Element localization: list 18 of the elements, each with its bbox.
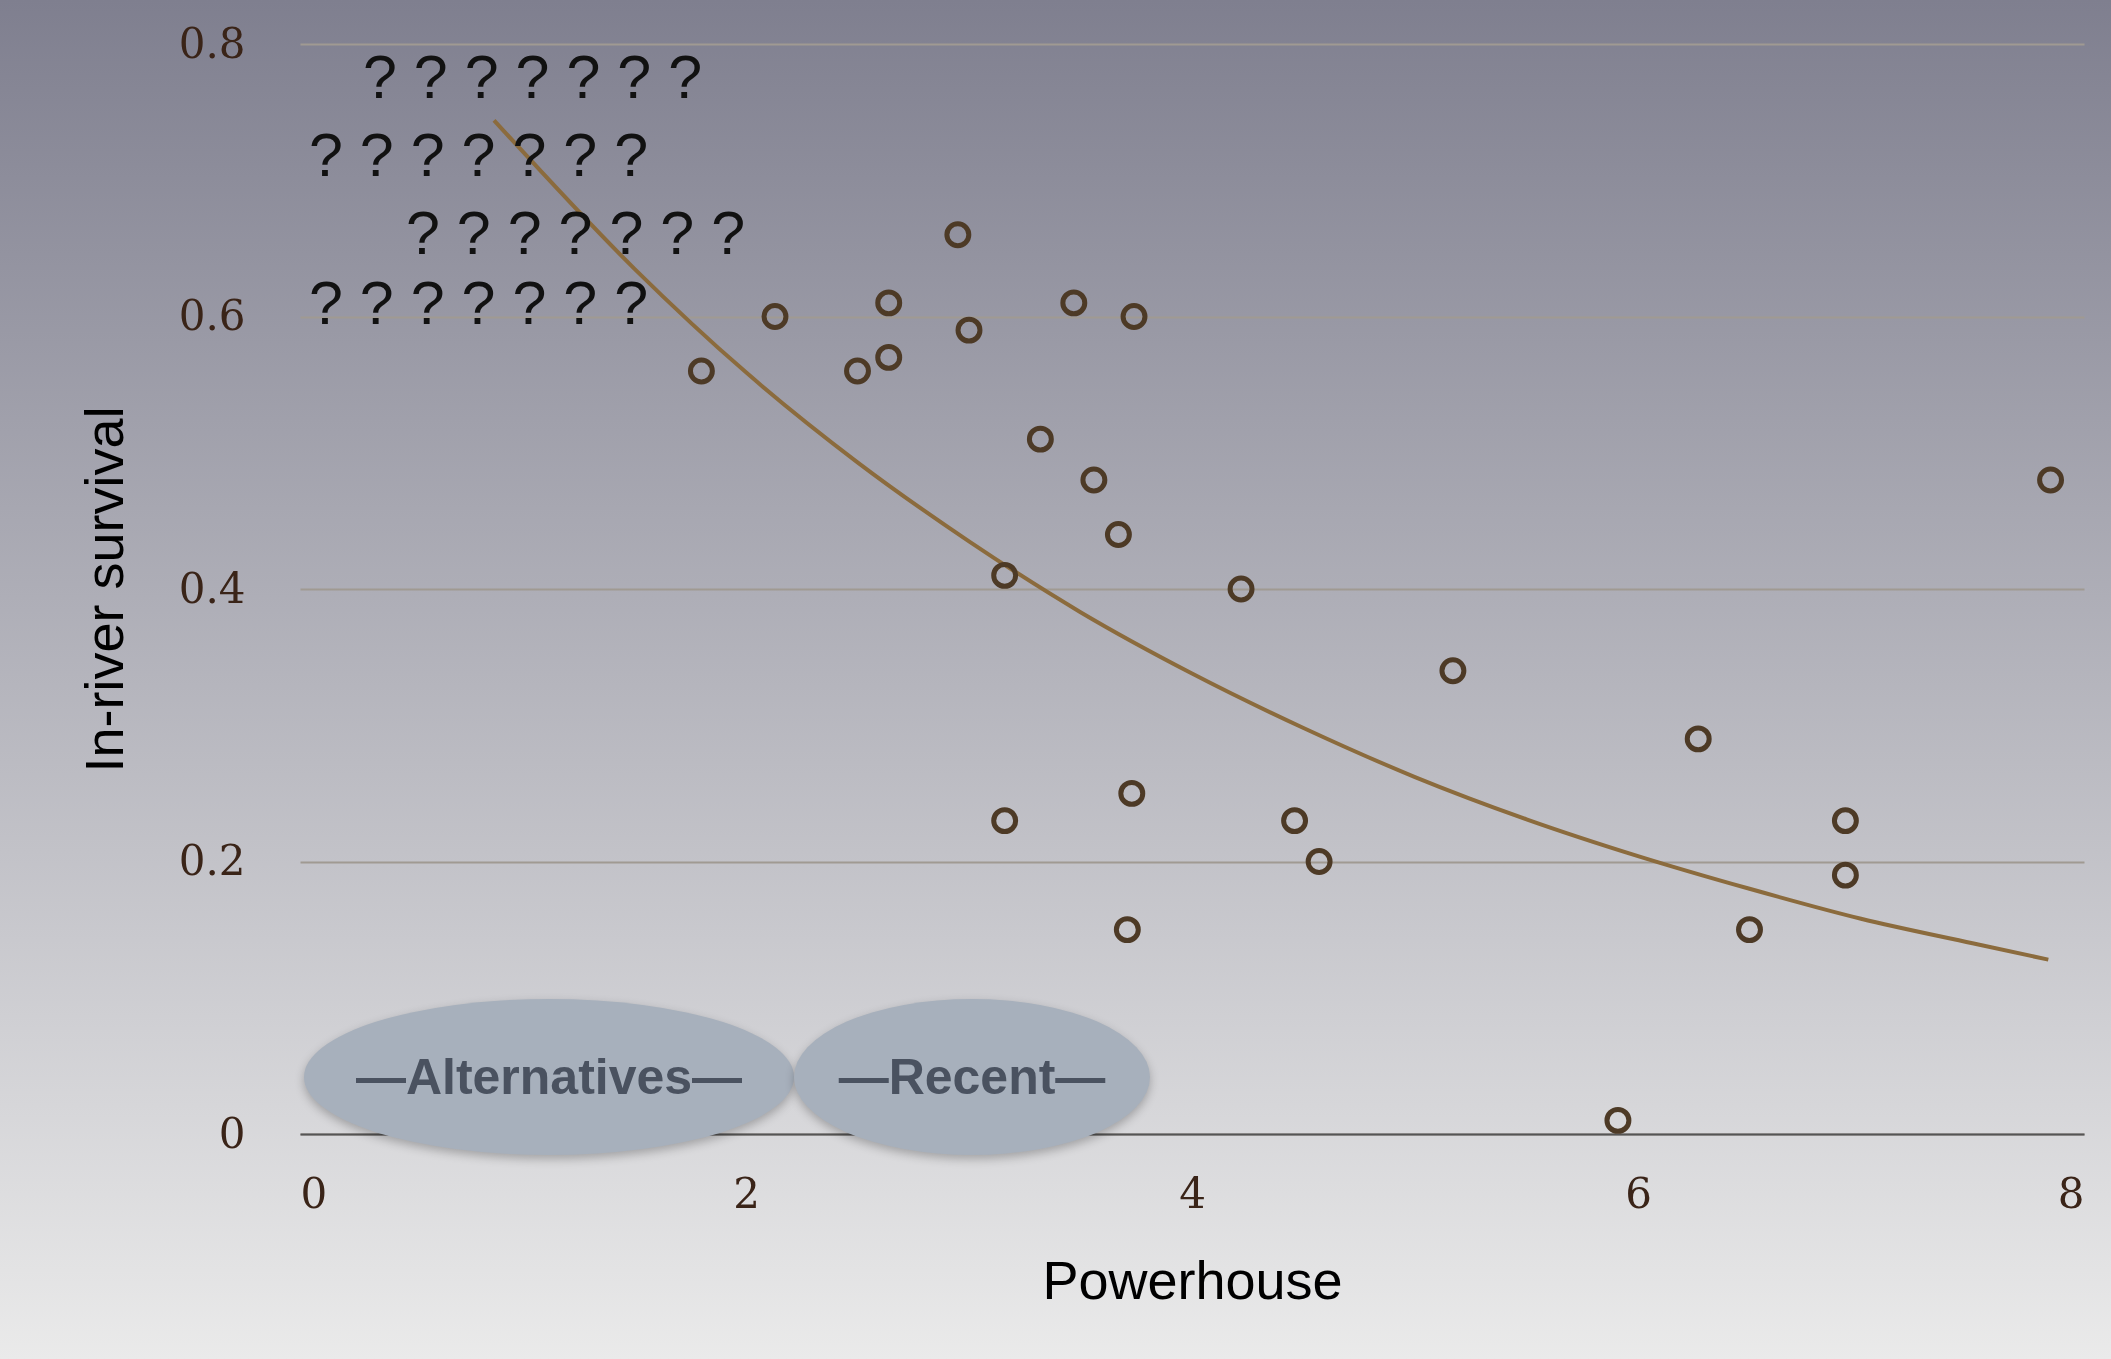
x-tick-label: 6 — [1625, 1168, 1652, 1218]
oval-label: —Recent— — [794, 999, 1150, 1155]
line-series — [492, 118, 2051, 962]
x-tick-label: 8 — [2057, 1168, 2085, 1218]
x-tick-label: 0 — [300, 1168, 328, 1218]
y-tick-label: 0 — [218, 1108, 246, 1158]
y-axis-title: In-river survival — [73, 406, 134, 773]
annotation: ? ? ? ? ? ? ? — [309, 269, 649, 337]
x-tick-label: 2 — [733, 1168, 760, 1218]
x-axis-title: Powerhouse — [1042, 1249, 1343, 1310]
oval-label: —Alternatives— — [304, 999, 794, 1155]
y-tick-label: 0.2 — [178, 836, 246, 885]
x-tick-label: 4 — [1179, 1168, 1206, 1218]
y-tick-label: 0.4 — [178, 563, 246, 613]
annotation: ? ? ? ? ? ? ? — [406, 199, 746, 267]
annotation: ? ? ? ? ? ? ? — [363, 43, 703, 111]
y-tick-label: 0.8 — [178, 18, 246, 68]
y-tick-label: 0.6 — [178, 291, 246, 340]
